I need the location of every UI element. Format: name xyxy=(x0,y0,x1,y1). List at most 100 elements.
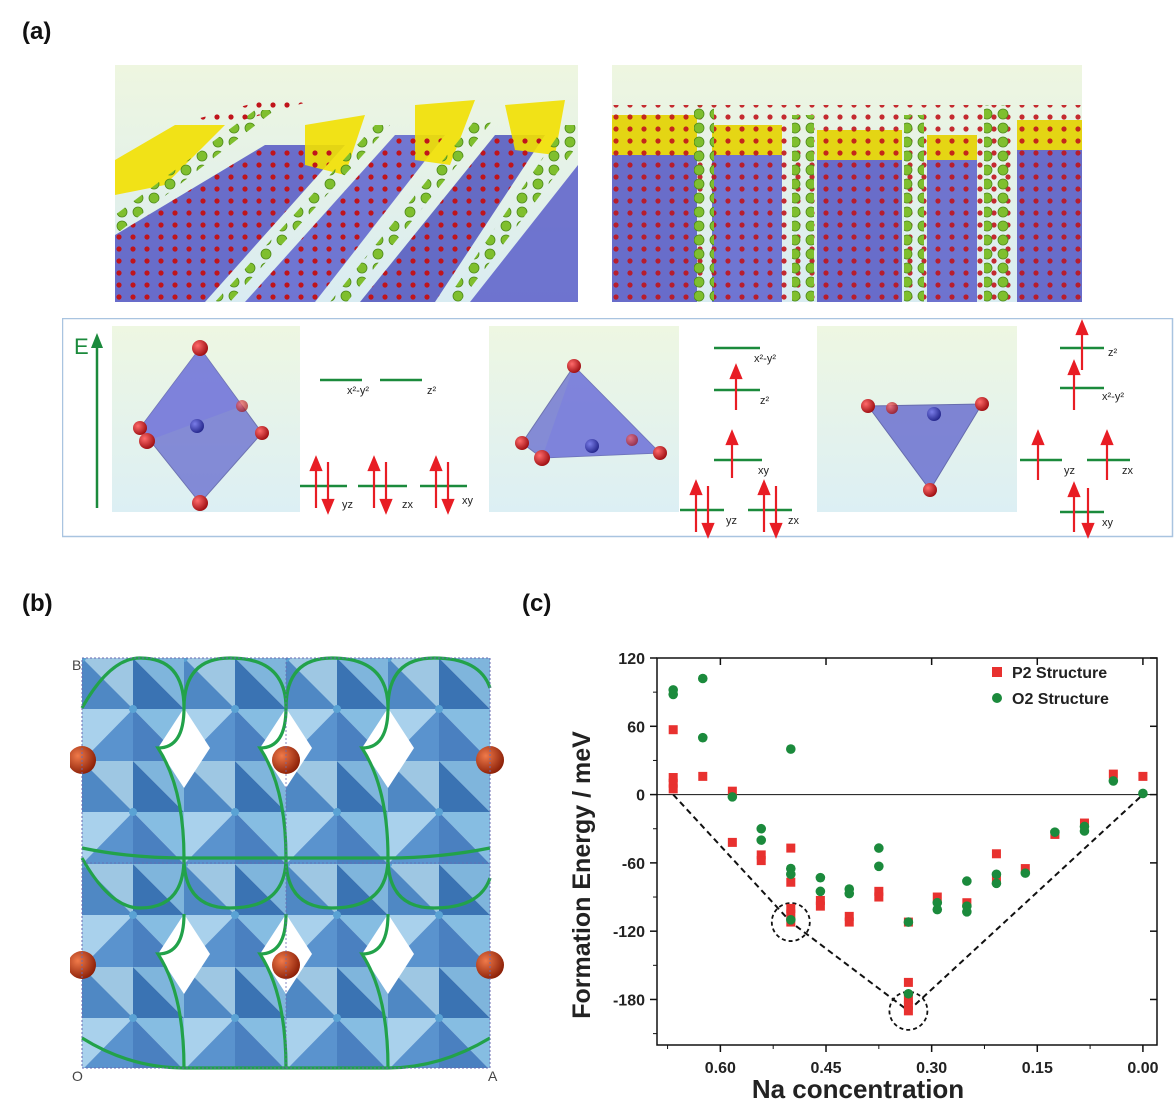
o2-point xyxy=(874,843,884,853)
tetrahedral-levels: x²-y² z² xy yz zx xyxy=(680,346,800,539)
oct-level-x2y2: x²-y² xyxy=(347,385,369,397)
tri-level-xy: xy xyxy=(1102,517,1114,529)
crystal-field-diagrams: E x²-y² z² yz zx xy xyxy=(62,318,1174,539)
y-tick-label: 120 xyxy=(618,651,645,668)
chart-legend: P2 Structure O2 Structure xyxy=(992,665,1109,708)
o2-point xyxy=(1050,827,1060,837)
y-tick-label: -120 xyxy=(613,924,645,941)
tet-level-xy: xy xyxy=(758,465,770,477)
p2-point xyxy=(698,771,708,781)
o2-point xyxy=(756,835,767,845)
tet-level-zx: zx xyxy=(788,515,800,527)
p2-point xyxy=(991,849,1001,859)
p2-point xyxy=(903,994,913,1004)
tri-level-x2y2: x²-y² xyxy=(1102,391,1124,403)
oct-level-z2: z² xyxy=(427,385,437,397)
o2-point xyxy=(786,869,796,880)
o2-point xyxy=(727,792,738,802)
o2-point xyxy=(668,689,678,700)
trigonal-model xyxy=(861,397,989,497)
p2-structure-render xyxy=(115,65,578,302)
energy-axis-label: E xyxy=(74,334,89,359)
o2-structure-render xyxy=(612,65,1082,302)
plot-area xyxy=(656,657,1158,1046)
oct-level-xy: xy xyxy=(462,495,474,507)
channel-voids xyxy=(158,708,414,994)
y-tick-label: 0 xyxy=(636,788,645,805)
tetrahedron-model xyxy=(515,359,667,466)
x-tick-label: 0.60 xyxy=(705,1060,736,1077)
p2-point xyxy=(844,917,854,927)
p2-point xyxy=(668,725,678,735)
o2-point xyxy=(991,878,1002,889)
o2-point xyxy=(903,917,914,927)
tri-level-z2: z² xyxy=(1108,347,1118,359)
o2-point xyxy=(932,904,943,915)
p2-point xyxy=(874,892,884,902)
oct-level-yz: yz xyxy=(342,499,353,511)
p2-point xyxy=(903,1006,913,1016)
p2-point xyxy=(903,977,913,987)
octahedral-levels: x²-y² z² yz zx xy xyxy=(300,378,474,515)
o2-point xyxy=(1138,788,1148,799)
o2-point xyxy=(991,869,1002,880)
p2-point xyxy=(727,837,737,847)
chart-ticks: 0.60 0.45 0.30 0.15 0.00 120 60 0 -60 -120 -180 xyxy=(613,651,1159,1077)
panel-label-c: (c) xyxy=(522,590,552,617)
y-tick-label: -180 xyxy=(613,992,645,1009)
p2-point xyxy=(668,778,678,788)
o2-point xyxy=(697,673,708,684)
legend-p2-marker xyxy=(992,667,1002,677)
p2-point xyxy=(786,903,796,913)
panel-label-b: (b) xyxy=(22,590,53,617)
x-tick-label: 0.30 xyxy=(916,1060,947,1077)
octahedron-model xyxy=(133,340,269,511)
o2-point xyxy=(1020,868,1031,878)
tri-level-yz: yz xyxy=(1064,465,1075,477)
o2-point xyxy=(786,744,796,754)
hull-line xyxy=(672,793,1144,1013)
lattice-corner-a: A xyxy=(488,1068,498,1083)
p2-point xyxy=(756,850,766,860)
o2-point xyxy=(786,914,796,925)
o2-point xyxy=(844,888,855,899)
o2-point xyxy=(962,907,972,917)
p2-point xyxy=(668,773,678,783)
oct-level-zx: zx xyxy=(402,499,414,511)
tet-level-x2y2: x²-y² xyxy=(754,353,776,365)
tet-level-yz: yz xyxy=(726,515,737,527)
p2-point xyxy=(756,856,766,866)
o2-point xyxy=(932,897,943,908)
p2-point xyxy=(815,895,825,905)
p2-point xyxy=(874,886,884,896)
p2-point xyxy=(844,911,854,921)
legend-o2-label: O2 Structure xyxy=(1012,691,1109,708)
lattice-corner-b: B xyxy=(72,657,81,673)
p2-point xyxy=(668,784,678,794)
x-axis-label: Na concentration xyxy=(752,1074,964,1104)
o2-point xyxy=(815,886,826,897)
tri-level-zx: zx xyxy=(1122,465,1134,477)
o2-point xyxy=(1108,776,1119,786)
o2-point xyxy=(697,732,708,743)
y-tick-label: -60 xyxy=(622,856,645,873)
p2-point xyxy=(932,892,942,902)
o2-point xyxy=(1079,826,1090,836)
y-tick-label: 60 xyxy=(627,719,645,736)
p2-point xyxy=(815,901,825,911)
p2-point xyxy=(1108,769,1118,779)
y-axis-label: Formation Energy / meV xyxy=(568,731,596,1019)
legend-o2-marker xyxy=(992,693,1002,703)
chart-frame xyxy=(656,657,1158,1046)
p2-point xyxy=(786,843,796,853)
o2-point xyxy=(756,823,767,834)
o2-point xyxy=(903,988,914,999)
o2-point xyxy=(874,861,884,872)
o2-point xyxy=(815,872,826,883)
panel-label-a: (a) xyxy=(22,18,52,45)
x-tick-label: 0.15 xyxy=(1022,1060,1053,1077)
x-tick-label: 0.00 xyxy=(1127,1060,1158,1077)
p2-point xyxy=(903,1000,913,1010)
p2-point xyxy=(727,786,737,796)
legend-p2-label: P2 Structure xyxy=(1012,665,1107,682)
